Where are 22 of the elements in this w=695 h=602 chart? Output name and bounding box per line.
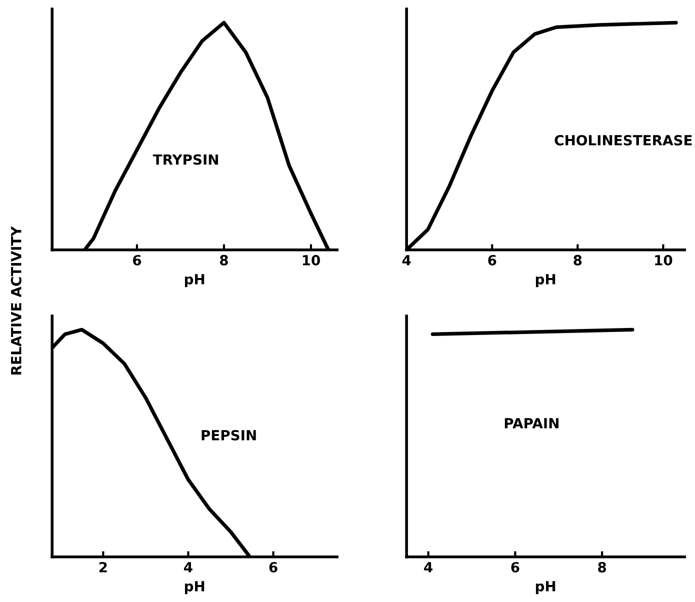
x-axis-title: pH: [184, 274, 204, 288]
x-tick-label: 6: [488, 254, 496, 266]
x-axis-title: pH: [536, 274, 556, 288]
x-tick-label: 4: [184, 562, 192, 572]
x-tick-label: 8: [574, 254, 582, 266]
x-axis-title: pH: [184, 581, 204, 594]
x-axis-title: pH: [536, 581, 556, 594]
x-tick-label: 2: [99, 562, 107, 572]
x-tick-label: 10: [302, 254, 320, 266]
x-tick-label: 4: [402, 255, 411, 266]
x-tick-label: 8: [220, 254, 228, 266]
x-tick-label: 4: [424, 562, 432, 572]
x-tick-label: 6: [132, 254, 142, 266]
annotation: PEPSIN: [202, 430, 256, 440]
x-tick-label: 10: [655, 254, 672, 266]
annotation: CHOLINESTERASE: [554, 134, 692, 146]
annotation: PAPAIN: [504, 418, 558, 428]
y-axis-title: RELATIVE ACTIVITY: [10, 226, 22, 374]
x-tick-label: 6: [511, 562, 520, 572]
annotation: TRYPSIN: [152, 154, 218, 165]
x-tick-label: 6: [269, 562, 278, 572]
x-tick-label: 8: [598, 562, 606, 572]
